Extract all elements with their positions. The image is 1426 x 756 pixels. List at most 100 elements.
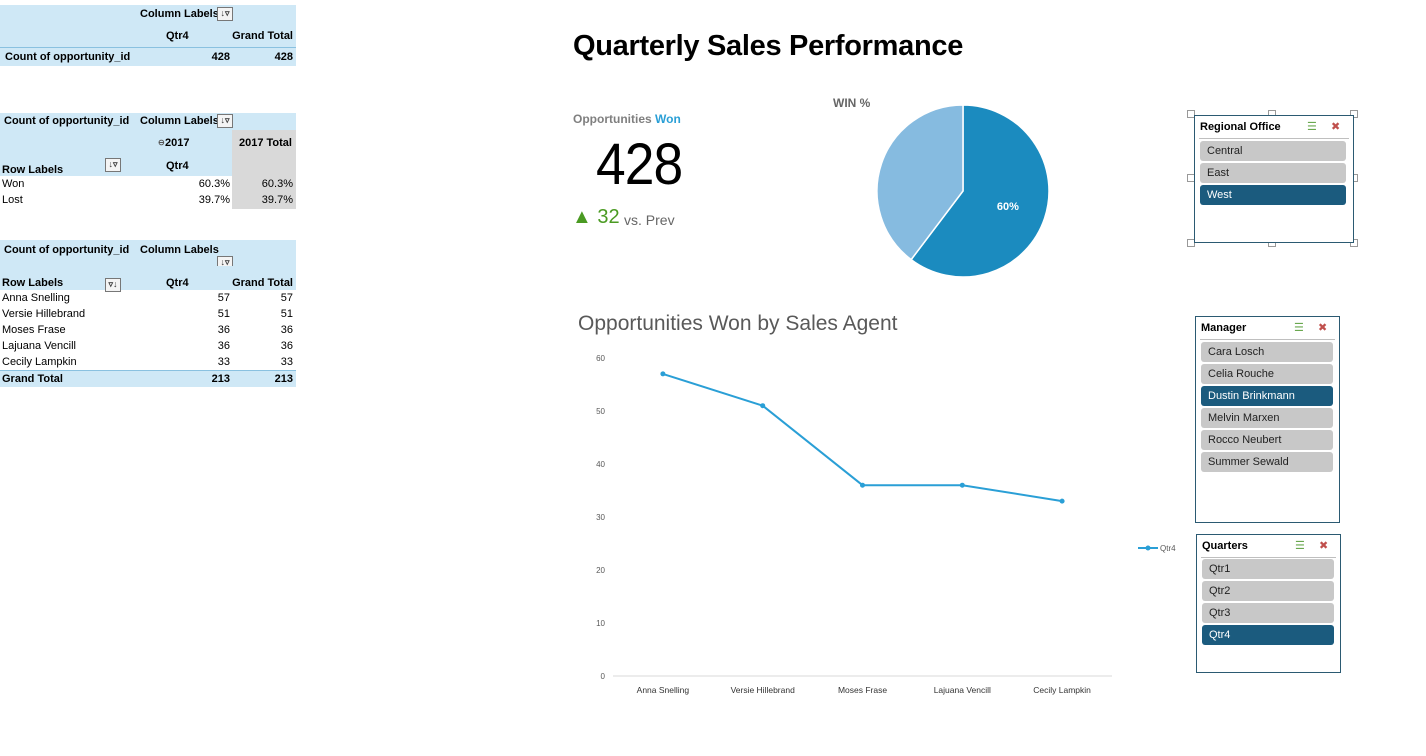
slicer-regional-office[interactable]: Regional Office ☰ ✖ Central East West [1194, 115, 1354, 243]
row-label: Versie Hillebrand [2, 308, 86, 320]
legend-marker [1145, 545, 1151, 551]
row-label: Lost [2, 194, 23, 206]
row-label: Grand Total [2, 373, 63, 385]
row-label: Won [2, 178, 25, 190]
slicer-item-celia-rouche[interactable]: Celia Rouche [1201, 364, 1333, 384]
slicer-item-central[interactable]: Central [1200, 141, 1346, 161]
resize-handle[interactable] [1187, 239, 1195, 247]
up-arrow-icon: ▲ [572, 206, 592, 228]
cell-qtr4: 33 [217, 356, 230, 368]
slicer-item-dustin-brinkmann[interactable]: Dustin Brinkmann [1201, 386, 1333, 406]
resize-handle[interactable] [1187, 110, 1195, 118]
pie-slice-won [910, 104, 1050, 278]
data-point [1059, 498, 1065, 504]
col-header-grand-total: Grand Total [232, 30, 293, 42]
year-header[interactable]: 2017 [165, 137, 190, 149]
pivot-table-agents: Count of opportunity_id Column Labels ↓▿… [0, 240, 296, 387]
col-header-qtr4: Qtr4 [166, 30, 189, 42]
kpi-label-highlight: Won [655, 112, 681, 126]
cell-total: 36 [280, 340, 293, 352]
divider [1199, 138, 1349, 139]
table-row: Won 60.3% 60.3% [0, 176, 296, 192]
table-row: Lajuana Vencill 36 36 [0, 338, 296, 354]
filter-icon[interactable]: ↓▿ [105, 158, 121, 172]
slicer-manager[interactable]: Manager ☰ ✖ Cara Losch Celia Rouche Dust… [1195, 316, 1340, 523]
clear-filter-icon[interactable]: ✖ [1318, 322, 1328, 334]
x-tick-label: Anna Snelling [637, 685, 690, 695]
kpi-value: 428 [596, 132, 683, 197]
table-row: Moses Frase 36 36 [0, 322, 296, 338]
series-line-qtr4 [662, 372, 1063, 503]
y-tick-label: 60 [596, 354, 605, 363]
row-labels-header: Row Labels [2, 277, 64, 289]
y-tick-label: 40 [596, 460, 605, 469]
kpi-delta: ▲ 32 [572, 206, 620, 229]
clear-filter-icon[interactable]: ✖ [1319, 540, 1329, 552]
slicer-item-qtr4[interactable]: Qtr4 [1202, 625, 1334, 645]
col-header-qtr4: Qtr4 [166, 160, 189, 172]
resize-handle[interactable] [1350, 110, 1358, 118]
cell-qtr4: 428 [211, 51, 230, 63]
filter-icon[interactable]: ↓▿ [217, 114, 233, 128]
cell-qtr4: 60.3% [198, 178, 230, 190]
column-labels-header: Column Labels [140, 115, 219, 127]
row-label: Moses Frase [2, 324, 66, 336]
col-header-grand-total: Grand Total [232, 277, 293, 289]
column-labels-header: Column Labels [140, 8, 219, 20]
line-chart-title: Opportunities Won by Sales Agent [578, 312, 898, 335]
year-total-header-text: 2017 Total [239, 137, 292, 149]
data-point [760, 403, 766, 409]
sort-dropdown-icon[interactable]: ▿↓ [105, 278, 121, 292]
slicer-quarters[interactable]: Quarters ☰ ✖ Qtr1 Qtr2 Qtr3 Qtr4 [1196, 534, 1341, 673]
resize-handle[interactable] [1350, 239, 1358, 247]
slicer-item-qtr3[interactable]: Qtr3 [1202, 603, 1334, 623]
kpi-label: Opportunities Won [573, 112, 681, 126]
filter-icon[interactable]: ↓▿ [217, 7, 233, 21]
slicer-item-cara-losch[interactable]: Cara Losch [1201, 342, 1333, 362]
x-tick-label: Cecily Lampkin [1033, 685, 1091, 695]
year-total-column-header [232, 130, 296, 176]
slicer-item-qtr2[interactable]: Qtr2 [1202, 581, 1334, 601]
agent-line-chart: 0 10 20 30 40 50 60 Anna Snelling Versie Hillebr… [596, 354, 1176, 695]
pivot-table-win-rate: Count of opportunity_id Column Labels ↓▿… [0, 113, 296, 209]
x-tick-label: Moses Frase [838, 685, 887, 695]
pivot-corner-label: Count of opportunity_id [4, 244, 130, 256]
cell-qtr4: 39.7% [198, 194, 230, 206]
slicer-title: Quarters [1202, 540, 1248, 552]
delta-label: vs. Prev [624, 212, 675, 228]
slicer-title: Manager [1201, 322, 1247, 334]
cell-total: 33 [280, 356, 293, 368]
cell-total: 51 [280, 308, 293, 320]
row-labels-header: Row Labels [2, 164, 64, 176]
row-label: Lajuana Vencill [2, 340, 77, 352]
multiselect-icon[interactable]: ☰ [1294, 322, 1304, 334]
table-row: Anna Snelling 57 57 [0, 290, 296, 306]
row-label: Anna Snelling [2, 292, 70, 304]
win-pie-chart: 60% [876, 104, 1050, 278]
y-tick-label: 20 [596, 566, 605, 575]
clear-filter-icon[interactable]: ✖ [1331, 121, 1341, 133]
collapse-icon[interactable]: ⊖ [158, 138, 165, 147]
slicer-item-qtr1[interactable]: Qtr1 [1202, 559, 1334, 579]
cell-qtr4: 51 [217, 308, 230, 320]
cell-total: 60.3% [261, 178, 293, 190]
cell-total: 36 [280, 324, 293, 336]
cell-total: 39.7% [261, 194, 293, 206]
cell-qtr4: 213 [211, 373, 230, 385]
row-label: Cecily Lampkin [2, 356, 77, 368]
slicer-item-melvin-marxen[interactable]: Melvin Marxen [1201, 408, 1333, 428]
col-header-qtr4: Qtr4 [166, 277, 189, 289]
multiselect-icon[interactable]: ☰ [1307, 121, 1317, 133]
slicer-item-rocco-neubert[interactable]: Rocco Neubert [1201, 430, 1333, 450]
slicer-item-west[interactable]: West [1200, 185, 1346, 205]
slicer-item-summer-sewald[interactable]: Summer Sewald [1201, 452, 1333, 472]
multiselect-icon[interactable]: ☰ [1295, 540, 1305, 552]
y-tick-label: 30 [596, 513, 605, 522]
pie-chart-title: WIN % [833, 96, 871, 110]
slicer-item-east[interactable]: East [1200, 163, 1346, 183]
page-title: Quarterly Sales Performance [573, 30, 964, 62]
data-point [959, 482, 965, 488]
table-row: Cecily Lampkin 33 33 [0, 354, 296, 370]
divider [1200, 339, 1335, 340]
x-tick-label: Versie Hillebrand [731, 685, 796, 695]
